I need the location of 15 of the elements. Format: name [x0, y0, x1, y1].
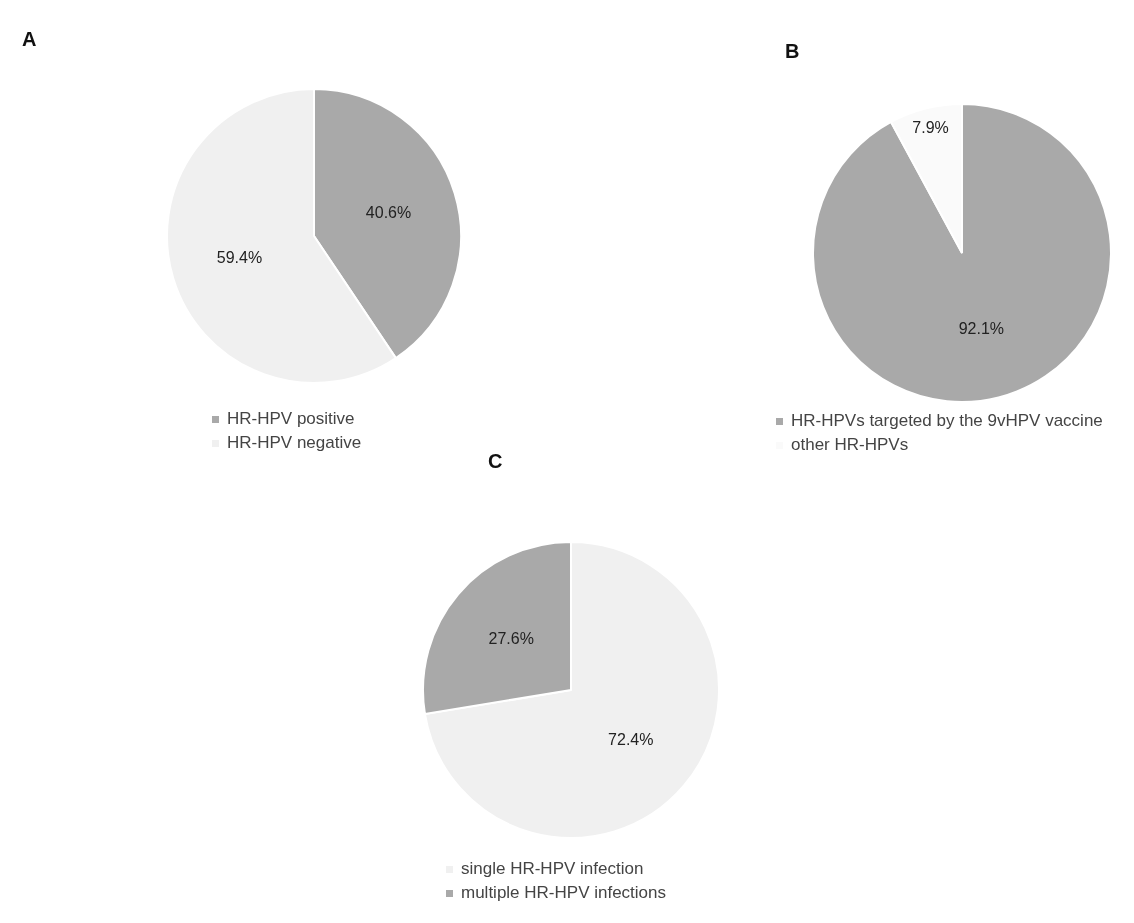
data-label: 7.9% [912, 119, 949, 137]
data-label: 40.6% [365, 203, 412, 221]
data-label: 59.4% [216, 249, 263, 267]
chart-title: A [22, 28, 37, 51]
data-label: 92.1% [958, 319, 1005, 337]
legend-label: HR-HPVs targeted by the 9vHPV vaccine [791, 410, 1103, 432]
legend-label: HR-HPV negative [227, 432, 362, 454]
legend-label: multiple HR-HPV infections [461, 882, 667, 904]
legend-label: single HR-HPV infection [461, 858, 644, 880]
chart-title: C [488, 450, 503, 473]
data-label: 27.6% [488, 629, 534, 647]
legend-label: other HR-HPVs [791, 434, 909, 456]
legend-label: HR-HPV positive [227, 408, 355, 430]
chart-title: B [785, 40, 800, 63]
data-label: 72.4% [608, 731, 654, 749]
